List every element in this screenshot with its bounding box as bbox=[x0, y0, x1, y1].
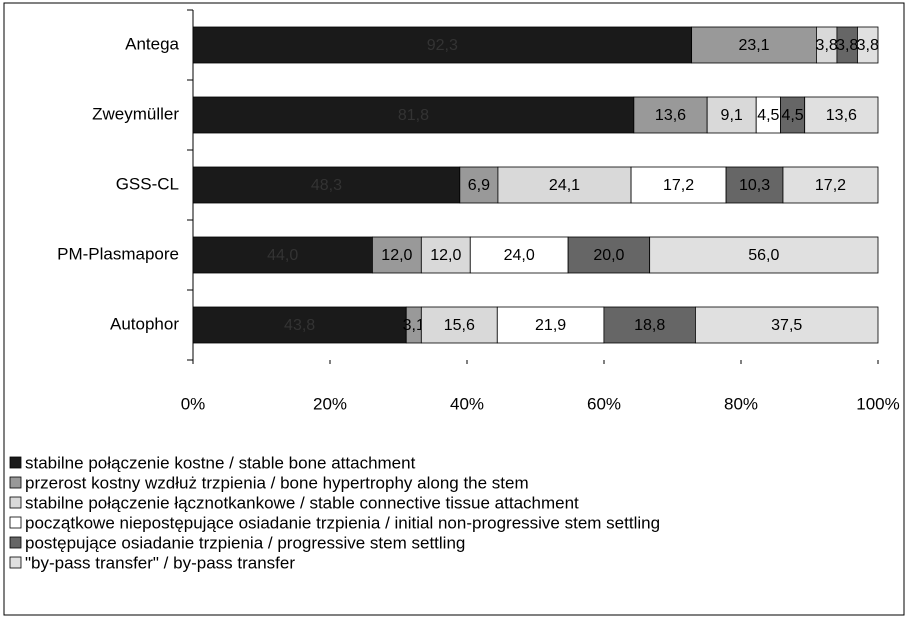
bar-segment bbox=[603, 306, 696, 344]
data-label: 43,8 bbox=[284, 317, 315, 334]
bar-segment bbox=[192, 306, 407, 344]
bar-segment bbox=[469, 236, 569, 274]
chart-frame bbox=[3, 2, 905, 616]
x-tick-label: 0% bbox=[181, 394, 206, 413]
bar-segment bbox=[804, 96, 879, 134]
bar-segment bbox=[725, 166, 784, 204]
legend-label: "by-pass transfer" / by-pass transfer bbox=[25, 553, 295, 572]
bar-segment bbox=[695, 306, 879, 344]
y-tick-label: Autophor bbox=[110, 314, 179, 333]
data-label: 48,3 bbox=[311, 177, 342, 194]
y-tick-label: Zweymüller bbox=[92, 104, 179, 123]
x-tick-label: 80% bbox=[724, 394, 758, 413]
data-label: 3,8 bbox=[857, 37, 879, 54]
data-label: 44,0 bbox=[267, 247, 298, 264]
data-label: 18,8 bbox=[634, 317, 665, 334]
bar-segment bbox=[459, 166, 499, 204]
data-label: 17,2 bbox=[815, 177, 846, 194]
data-label: 9,1 bbox=[721, 107, 743, 124]
legend-label: postępujące osiadanie trzpienia / progre… bbox=[25, 533, 465, 552]
bar-segment bbox=[857, 26, 879, 64]
bar-segment bbox=[755, 96, 781, 134]
y-tick-label: GSS-CL bbox=[116, 174, 179, 193]
data-label: 4,5 bbox=[781, 107, 803, 124]
data-label: 24,0 bbox=[504, 247, 535, 264]
legend-label: stabilne połączenie kostne / stable bone… bbox=[25, 453, 416, 472]
data-label: 3,1 bbox=[403, 317, 425, 334]
data-label: 92,3 bbox=[427, 37, 458, 54]
legend-swatch bbox=[9, 536, 22, 549]
y-tick-label: PM-Plasmapore bbox=[57, 244, 179, 263]
bar-segment bbox=[567, 236, 651, 274]
data-label: 15,6 bbox=[444, 317, 475, 334]
bar-segment bbox=[192, 166, 461, 204]
data-label: 10,3 bbox=[739, 177, 770, 194]
data-label: 17,2 bbox=[663, 177, 694, 194]
bar-segment bbox=[192, 26, 693, 64]
bar-segment bbox=[420, 236, 471, 274]
legend-swatch bbox=[9, 456, 22, 469]
bar-segment bbox=[496, 306, 605, 344]
data-label: 3,8 bbox=[816, 37, 838, 54]
bar-segment bbox=[372, 236, 422, 274]
data-label: 56,0 bbox=[748, 247, 779, 264]
data-label: 23,1 bbox=[738, 37, 769, 54]
bar-segment bbox=[649, 236, 879, 274]
bar-segment bbox=[633, 96, 708, 134]
legend-swatch bbox=[9, 556, 22, 569]
bar-segment bbox=[706, 96, 757, 134]
data-label: 6,9 bbox=[468, 177, 490, 194]
legend-label: przerost kostny wzdłuż trzpienia / bone … bbox=[25, 473, 529, 492]
data-label: 3,8 bbox=[836, 37, 858, 54]
x-tick-label: 40% bbox=[450, 394, 484, 413]
x-tick-label: 60% bbox=[587, 394, 621, 413]
bar-segment bbox=[691, 26, 817, 64]
bar-segment bbox=[192, 236, 373, 274]
data-label: 37,5 bbox=[771, 317, 802, 334]
data-label: 4,5 bbox=[757, 107, 779, 124]
data-label: 13,6 bbox=[655, 107, 686, 124]
data-label: 20,0 bbox=[593, 247, 624, 264]
legend-swatch bbox=[9, 496, 22, 509]
legend-label: początkowe niepostępujące osiadanie trzp… bbox=[25, 513, 660, 532]
bar-segment bbox=[630, 166, 727, 204]
data-label: 24,1 bbox=[549, 177, 580, 194]
data-label: 21,9 bbox=[535, 317, 566, 334]
data-label: 12,0 bbox=[430, 247, 461, 264]
y-tick-label: Antega bbox=[125, 34, 179, 53]
legend-swatch bbox=[9, 516, 22, 529]
legend-swatch bbox=[9, 476, 22, 489]
legend-label: stabilne połączenie łącznotkankowe / sta… bbox=[25, 493, 579, 512]
data-label: 81,8 bbox=[398, 107, 429, 124]
bar-segment bbox=[420, 306, 498, 344]
bar-segment bbox=[192, 96, 635, 134]
x-tick-label: 20% bbox=[313, 394, 347, 413]
x-tick-label: 100% bbox=[856, 394, 899, 413]
data-label: 12,0 bbox=[381, 247, 412, 264]
data-label: 13,6 bbox=[826, 107, 857, 124]
bar-segment bbox=[782, 166, 879, 204]
